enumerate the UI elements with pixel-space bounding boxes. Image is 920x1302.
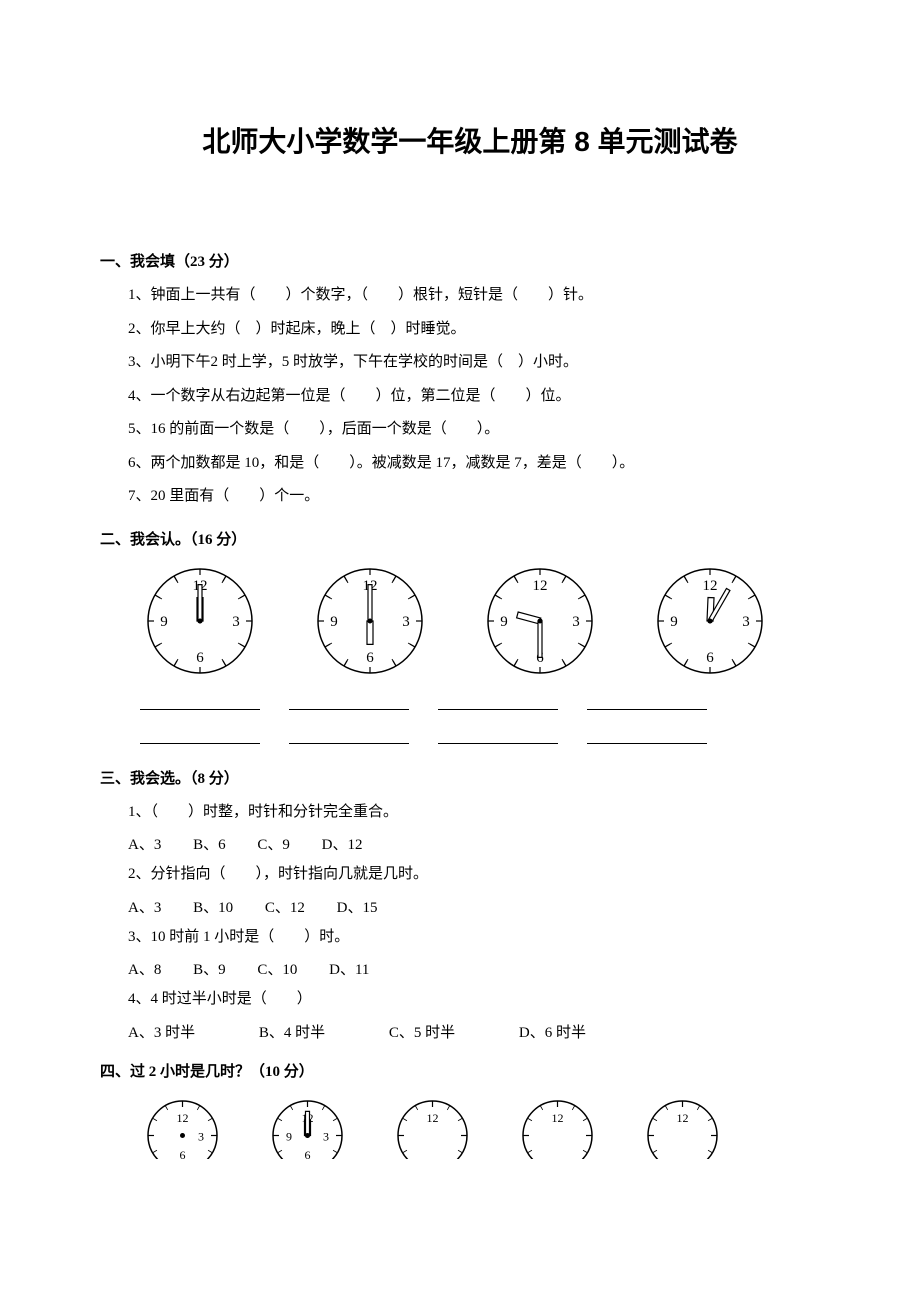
svg-text:12: 12 (703, 578, 718, 594)
q3-1: 1、（ ）时整，时针和分针完全重合。 (128, 800, 840, 826)
opt-a: A、3 (128, 900, 161, 916)
section-4-header: 四、过 2 小时是几时？（10 分） (100, 1060, 840, 1081)
opt-c: C、10 (257, 962, 297, 978)
blank-line (438, 695, 558, 710)
svg-text:6: 6 (196, 650, 204, 666)
clock-icon: 12 (515, 1093, 600, 1159)
q1-1: 1、钟面上一共有（ ）个数字，（ ）根针，短针是（ ）针。 (128, 283, 840, 309)
svg-text:3: 3 (742, 614, 750, 630)
clock-icon: 12 3 6 9 (650, 561, 770, 681)
clock-icon: 12 (390, 1093, 475, 1159)
clock-icon: 12369 (140, 561, 260, 681)
q1-7: 7、20 里面有（ ）个一。 (128, 484, 840, 510)
svg-text:3: 3 (232, 614, 240, 630)
opt-a: A、8 (128, 962, 161, 978)
q1-3: 3、小明下午2 时上学，5 时放学，下午在学校的时间是（ ）小时。 (128, 350, 840, 376)
svg-text:6: 6 (706, 650, 714, 666)
svg-text:3: 3 (198, 1129, 204, 1143)
blank-line (587, 695, 707, 710)
section-2-header: 二、我会认。（16 分） (100, 528, 840, 549)
blank-line (438, 729, 558, 744)
q3-2: 2、分针指向（ ），时针指向几就是几时。 (128, 862, 840, 888)
opt-c: C、9 (257, 837, 290, 853)
section-1-header: 一、我会填（23 分） (100, 250, 840, 271)
clock-icon: 12369 (310, 561, 430, 681)
svg-text:6: 6 (180, 1148, 186, 1159)
q3-4: 4、4 时过半小时是（ ） (128, 987, 840, 1013)
clock-icon: 12 (640, 1093, 725, 1159)
svg-text:9: 9 (160, 614, 168, 630)
blanks-row-2 (140, 729, 840, 749)
svg-text:6: 6 (305, 1148, 311, 1159)
svg-text:12: 12 (533, 578, 548, 594)
svg-text:9: 9 (500, 614, 508, 630)
blank-line (289, 729, 409, 744)
svg-text:3: 3 (572, 614, 580, 630)
clock-icon: 12369 (265, 1093, 350, 1159)
q3-3: 3、10 时前 1 小时是（ ）时。 (128, 925, 840, 951)
svg-text:9: 9 (330, 614, 338, 630)
clock-row-2: 123612369121212 (140, 1093, 840, 1159)
blank-line (587, 729, 707, 744)
q3-3-opts: A、8 B、9 C、10 D、11 (128, 958, 840, 979)
opt-d: D、15 (337, 900, 378, 916)
clock-icon: 12369 (480, 561, 600, 681)
opt-d: D、6 时半 (519, 1025, 586, 1041)
blank-line (289, 695, 409, 710)
svg-text:3: 3 (323, 1129, 329, 1143)
svg-text:3: 3 (402, 614, 410, 630)
blank-line (140, 729, 260, 744)
q3-4-opts: A、3 时半 B、4 时半 C、5 时半 D、6 时半 (128, 1021, 840, 1042)
svg-text:12: 12 (427, 1111, 439, 1125)
q1-6: 6、两个加数都是 10，和是（ ）。被减数是 17，减数是 7，差是（ ）。 (128, 451, 840, 477)
svg-text:12: 12 (677, 1111, 689, 1125)
clock-icon: 12 3 6 (140, 1093, 225, 1159)
svg-text:12: 12 (552, 1111, 564, 1125)
opt-d: D、11 (329, 962, 369, 978)
svg-text:9: 9 (286, 1129, 292, 1143)
q3-2-opts: A、3 B、10 C、12 D、15 (128, 896, 840, 917)
svg-text:9: 9 (670, 614, 678, 630)
blanks-row-1 (140, 695, 840, 715)
opt-b: B、9 (193, 962, 226, 978)
svg-text:6: 6 (366, 650, 374, 666)
q1-2: 2、你早上大约（ ）时起床，晚上（ ）时睡觉。 (128, 317, 840, 343)
q1-4: 4、一个数字从右边起第一位是（ ）位，第二位是（ ）位。 (128, 384, 840, 410)
page-title: 北师大小学数学一年级上册第 8 单元测试卷 (100, 120, 840, 160)
clock-row-1: 12369123691236912369 (140, 561, 840, 681)
opt-c: C、5 时半 (389, 1025, 455, 1041)
opt-b: B、4 时半 (259, 1025, 325, 1041)
q3-1-opts: A、3 B、6 C、9 D、12 (128, 833, 840, 854)
opt-b: B、6 (193, 837, 226, 853)
opt-d: D、12 (322, 837, 363, 853)
opt-b: B、10 (193, 900, 233, 916)
opt-c: C、12 (265, 900, 305, 916)
blank-line (140, 695, 260, 710)
q1-5: 5、16 的前面一个数是（ ），后面一个数是（ ）。 (128, 417, 840, 443)
svg-text:12: 12 (177, 1111, 189, 1125)
opt-a: A、3 (128, 837, 161, 853)
opt-a: A、3 时半 (128, 1025, 195, 1041)
section-3-header: 三、我会选。（8 分） (100, 767, 840, 788)
